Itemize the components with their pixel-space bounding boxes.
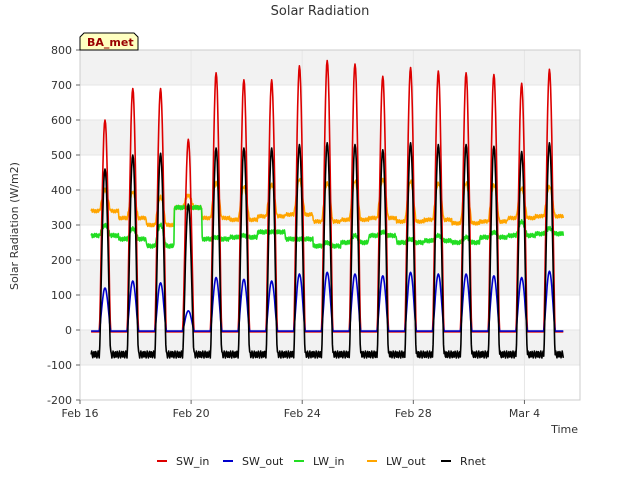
legend-label: LW_out bbox=[386, 455, 426, 468]
y-tick-label: -100 bbox=[47, 359, 72, 372]
y-tick-label: 300 bbox=[51, 219, 72, 232]
site-badge-label: BA_met bbox=[87, 36, 134, 49]
y-tick-label: 200 bbox=[51, 254, 72, 267]
y-axis-ticks: -200 -100 0 100 200 300 400 500 600 700 800 bbox=[47, 44, 80, 407]
legend-label: LW_in bbox=[313, 455, 345, 468]
plot-band bbox=[80, 330, 580, 365]
legend-label: SW_in bbox=[176, 455, 209, 468]
legend: SW_in SW_out LW_in LW_out Rnet bbox=[157, 455, 486, 468]
y-tick-label: 100 bbox=[51, 289, 72, 302]
site-badge: BA_met bbox=[79, 32, 139, 51]
plot-band bbox=[80, 50, 580, 85]
legend-label: SW_out bbox=[242, 455, 284, 468]
series-line-sw-out bbox=[90, 270, 564, 332]
y-tick-label: 600 bbox=[51, 114, 72, 127]
y-tick-label: 700 bbox=[51, 79, 72, 92]
series-line-lw-out bbox=[90, 177, 565, 228]
x-tick-label: Feb 28 bbox=[395, 407, 432, 420]
x-tick-label: Feb 20 bbox=[173, 407, 210, 420]
x-tick-label: Mar 4 bbox=[509, 407, 540, 420]
series-line-lw-in bbox=[90, 204, 565, 249]
series-lines bbox=[90, 59, 565, 359]
legend-label: Rnet bbox=[460, 455, 486, 468]
x-tick-label: Feb 24 bbox=[284, 407, 321, 420]
y-axis-title: Solar Radiation (W/m2) bbox=[8, 162, 21, 290]
y-tick-label: 0 bbox=[65, 324, 72, 337]
y-tick-label: 400 bbox=[51, 184, 72, 197]
x-axis-ticks: Feb 16 Feb 20 Feb 24 Feb 28 Mar 4 bbox=[62, 400, 540, 420]
series-line-rnet bbox=[90, 142, 565, 359]
chart-title: Solar Radiation bbox=[271, 4, 370, 19]
y-tick-label: -200 bbox=[47, 394, 72, 407]
site-badge-shape bbox=[79, 32, 139, 51]
y-tick-label: 500 bbox=[51, 149, 72, 162]
x-tick-label: Feb 16 bbox=[62, 407, 99, 420]
x-axis-title: Time bbox=[550, 423, 578, 436]
y-tick-label: 800 bbox=[51, 44, 72, 57]
